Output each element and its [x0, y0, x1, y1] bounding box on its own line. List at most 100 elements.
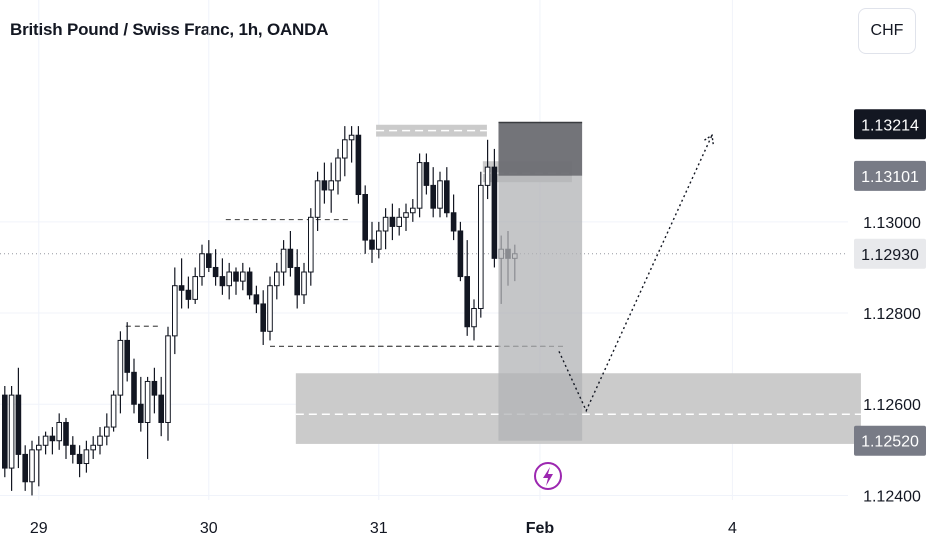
- take-profit-area[interactable]: [498, 175, 583, 441]
- candle[interactable]: [471, 299, 477, 341]
- candle[interactable]: [206, 240, 212, 273]
- candle[interactable]: [42, 431, 49, 455]
- candle[interactable]: [138, 376, 144, 432]
- candle-body-down: [22, 453, 28, 483]
- candle[interactable]: [8, 386, 15, 491]
- candle[interactable]: [172, 267, 178, 355]
- candle[interactable]: [321, 162, 328, 204]
- candle-body-up: [144, 380, 151, 423]
- candle[interactable]: [382, 208, 389, 250]
- candle[interactable]: [83, 440, 90, 473]
- candle[interactable]: [294, 249, 300, 309]
- candle[interactable]: [335, 148, 341, 195]
- candle[interactable]: [36, 436, 42, 487]
- candle[interactable]: [15, 367, 22, 469]
- candle[interactable]: [151, 367, 158, 414]
- candle[interactable]: [110, 390, 117, 432]
- candle[interactable]: [464, 240, 470, 336]
- candle[interactable]: [308, 208, 314, 286]
- candle-body-up: [36, 444, 42, 451]
- candle[interactable]: [144, 376, 151, 459]
- candle[interactable]: [165, 326, 171, 441]
- candle-body-down: [450, 212, 457, 232]
- candle-body-down: [287, 248, 294, 268]
- candle-body-down: [457, 230, 464, 278]
- candle[interactable]: [280, 240, 287, 286]
- candle[interactable]: [199, 244, 205, 286]
- candle[interactable]: [192, 267, 198, 304]
- candle-body-down: [246, 271, 253, 296]
- candle[interactable]: [22, 445, 28, 491]
- candle-body-down: [219, 276, 226, 287]
- candle[interactable]: [212, 249, 219, 286]
- candle[interactable]: [348, 126, 355, 163]
- candle[interactable]: [240, 262, 246, 291]
- candle[interactable]: [484, 139, 491, 200]
- currency-selector-button[interactable]: CHF: [858, 8, 916, 54]
- candle[interactable]: [29, 440, 35, 496]
- candle-body-down: [63, 421, 69, 446]
- candle[interactable]: [260, 290, 266, 345]
- candle[interactable]: [416, 153, 423, 218]
- candle[interactable]: [185, 276, 192, 309]
- candle[interactable]: [314, 171, 321, 231]
- candle[interactable]: [76, 445, 83, 478]
- candle[interactable]: [117, 331, 124, 414]
- candle[interactable]: [389, 203, 396, 241]
- candle[interactable]: [97, 427, 103, 455]
- candle[interactable]: [478, 171, 484, 318]
- candle-body-down: [444, 180, 450, 214]
- candle[interactable]: [403, 203, 409, 231]
- candle-body-up: [267, 285, 273, 332]
- candle[interactable]: [104, 413, 110, 446]
- candle[interactable]: [131, 358, 137, 414]
- candle-body-down: [138, 403, 144, 423]
- candle[interactable]: [355, 126, 362, 204]
- candle[interactable]: [376, 221, 382, 259]
- candle-body-up: [199, 253, 205, 278]
- candle[interactable]: [49, 427, 56, 455]
- candle[interactable]: [178, 258, 185, 309]
- candle[interactable]: [56, 413, 63, 450]
- candle-body-down: [76, 453, 83, 465]
- candle[interactable]: [430, 167, 436, 218]
- candle-body-up: [301, 271, 307, 296]
- candle-body-down: [369, 239, 375, 250]
- candle-body-up: [342, 139, 348, 159]
- candle[interactable]: [437, 171, 443, 218]
- candle[interactable]: [342, 126, 348, 177]
- projection-path[interactable]: [558, 134, 713, 413]
- candle[interactable]: [63, 417, 69, 459]
- candle[interactable]: [226, 262, 232, 300]
- candle[interactable]: [457, 221, 464, 282]
- candle-body-down: [178, 285, 185, 291]
- candle-body-up: [192, 276, 198, 300]
- candle[interactable]: [233, 267, 239, 295]
- candle[interactable]: [2, 386, 8, 478]
- candle[interactable]: [246, 267, 253, 300]
- candle[interactable]: [444, 167, 450, 218]
- candle[interactable]: [158, 376, 164, 437]
- candle[interactable]: [253, 285, 260, 314]
- candle[interactable]: [287, 230, 294, 277]
- candle[interactable]: [369, 221, 375, 263]
- candle[interactable]: [90, 436, 97, 459]
- candle-body-up: [274, 271, 280, 287]
- candle[interactable]: [267, 276, 273, 341]
- candle[interactable]: [70, 436, 76, 464]
- candle[interactable]: [274, 262, 280, 300]
- candle[interactable]: [362, 185, 368, 254]
- candle[interactable]: [450, 194, 457, 241]
- candle[interactable]: [491, 148, 498, 268]
- candle[interactable]: [423, 153, 430, 195]
- candle[interactable]: [219, 258, 226, 295]
- stop-loss-area[interactable]: [498, 122, 583, 176]
- candle[interactable]: [328, 162, 334, 213]
- candle-body-down: [464, 276, 470, 328]
- lightning-bolt-icon[interactable]: [534, 462, 562, 490]
- candle[interactable]: [124, 322, 131, 382]
- candle[interactable]: [396, 208, 402, 236]
- candle[interactable]: [301, 262, 307, 304]
- candle[interactable]: [410, 199, 416, 222]
